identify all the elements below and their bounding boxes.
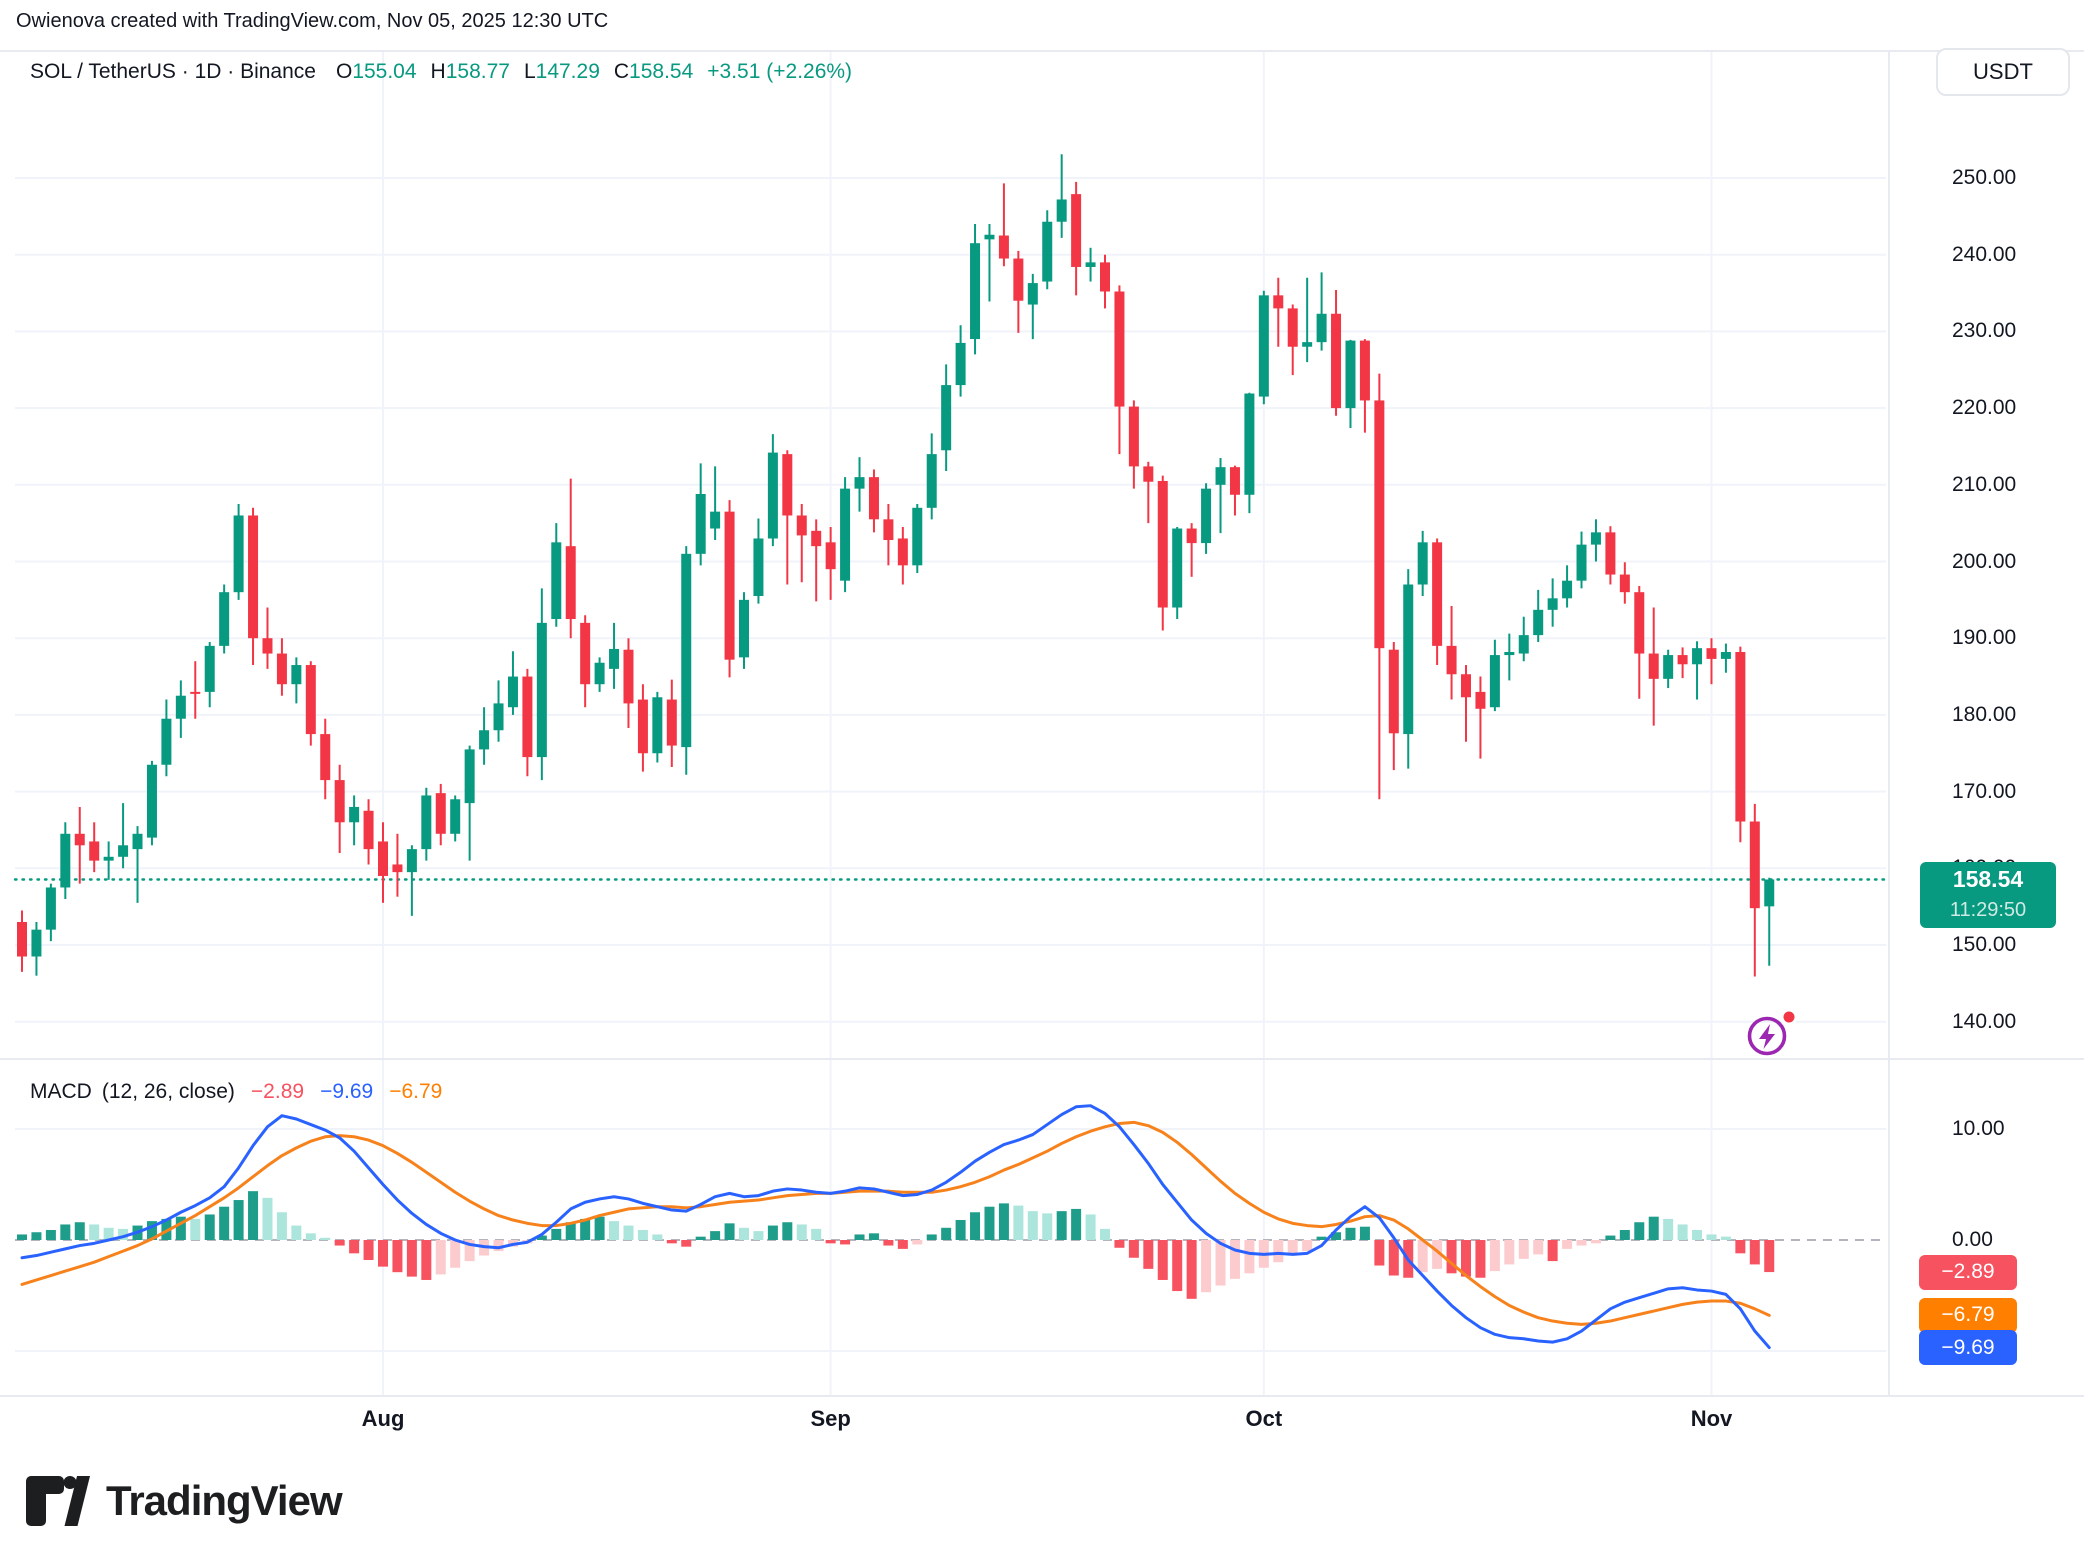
gridlines bbox=[15, 52, 1886, 1395]
price-axis-divider bbox=[1888, 50, 1890, 1395]
tradingview-logo[interactable]: TradingView bbox=[26, 1476, 343, 1526]
price-axis-label: 200.00 bbox=[1952, 549, 2017, 573]
macd-value-badge: −6.79 bbox=[1919, 1297, 2017, 1333]
bar-countdown: 11:29:50 bbox=[1949, 899, 2027, 921]
price-axis-label: 170.00 bbox=[1952, 779, 2017, 803]
macd-axis-label: 0.00 bbox=[1952, 1228, 1993, 1251]
symbol-legend[interactable]: SOL / TetherUS · 1D · Binance O155.04 H1… bbox=[30, 60, 852, 84]
price-axis-label: 150.00 bbox=[1952, 933, 2017, 956]
price-axis-label: 190.00 bbox=[1952, 626, 2017, 650]
time-axis-divider bbox=[0, 1395, 2084, 1397]
macd-signal-line bbox=[20, 1120, 1771, 1326]
tradingview-wordmark: TradingView bbox=[106, 1477, 343, 1524]
ohlc-close: C158.54 bbox=[613, 60, 694, 83]
macd-axis-label: 10.00 bbox=[1952, 1117, 2005, 1140]
ohlc-low: L147.29 bbox=[523, 60, 600, 83]
macd-line bbox=[20, 1104, 1771, 1350]
time-axis-month-label[interactable]: Nov bbox=[1690, 1406, 1733, 1431]
macd-value-badge: −2.89 bbox=[1919, 1254, 2017, 1290]
currency-toggle-button[interactable]: USDT bbox=[1936, 48, 2070, 96]
time-axis-month-label[interactable]: Sep bbox=[810, 1406, 851, 1431]
time-axis-month-label[interactable]: Oct bbox=[1245, 1406, 1283, 1431]
price-change: +3.51 (+2.26%) bbox=[707, 60, 853, 83]
panel-top-divider bbox=[0, 50, 2084, 52]
ohlc-open: O155.04 bbox=[335, 60, 417, 83]
tradingview-mark-icon bbox=[26, 1476, 90, 1526]
macd-title: MACD bbox=[30, 1080, 92, 1103]
price-axis-label: 140.00 bbox=[1952, 1009, 2017, 1033]
last-price-badge: 158.54 11:29:50 bbox=[1920, 862, 2056, 928]
price-axis-label: 230.00 bbox=[1952, 319, 2017, 343]
notification-dot bbox=[1780, 1008, 1798, 1026]
pane-divider bbox=[0, 1058, 2084, 1060]
price-axis-label: 240.00 bbox=[1952, 242, 2017, 266]
price-axis-label: 220.00 bbox=[1952, 396, 2017, 420]
macd-legend[interactable]: MACD (12, 26, close) −2.89 −9.69 −6.79 bbox=[30, 1080, 442, 1104]
price-axis-label: 250.00 bbox=[1952, 166, 2017, 189]
price-axis-label: 180.00 bbox=[1952, 702, 2017, 726]
symbol-title: SOL / TetherUS · 1D · Binance bbox=[30, 60, 316, 83]
last-price-value: 158.54 bbox=[1952, 866, 2024, 892]
macd-value-badge: −9.69 bbox=[1919, 1330, 2017, 1366]
macd-line-value: −9.69 bbox=[320, 1080, 374, 1103]
lightning-bolt-icon bbox=[1759, 1024, 1775, 1049]
price-axis-label: 210.00 bbox=[1952, 472, 2017, 496]
ohlc-high: H158.77 bbox=[430, 60, 510, 83]
macd-histogram-value: −2.89 bbox=[250, 1080, 305, 1103]
candlestick-series bbox=[17, 154, 1775, 977]
flash-snapshot-icon[interactable] bbox=[1740, 1005, 1804, 1069]
macd-signal-value: −6.79 bbox=[389, 1080, 443, 1103]
macd-params: (12, 26, close) bbox=[101, 1080, 235, 1103]
macd-histogram bbox=[17, 1191, 1775, 1299]
time-axis-month-label[interactable]: Aug bbox=[361, 1406, 405, 1431]
attribution-text: Owienova created with TradingView.com, N… bbox=[16, 10, 609, 32]
